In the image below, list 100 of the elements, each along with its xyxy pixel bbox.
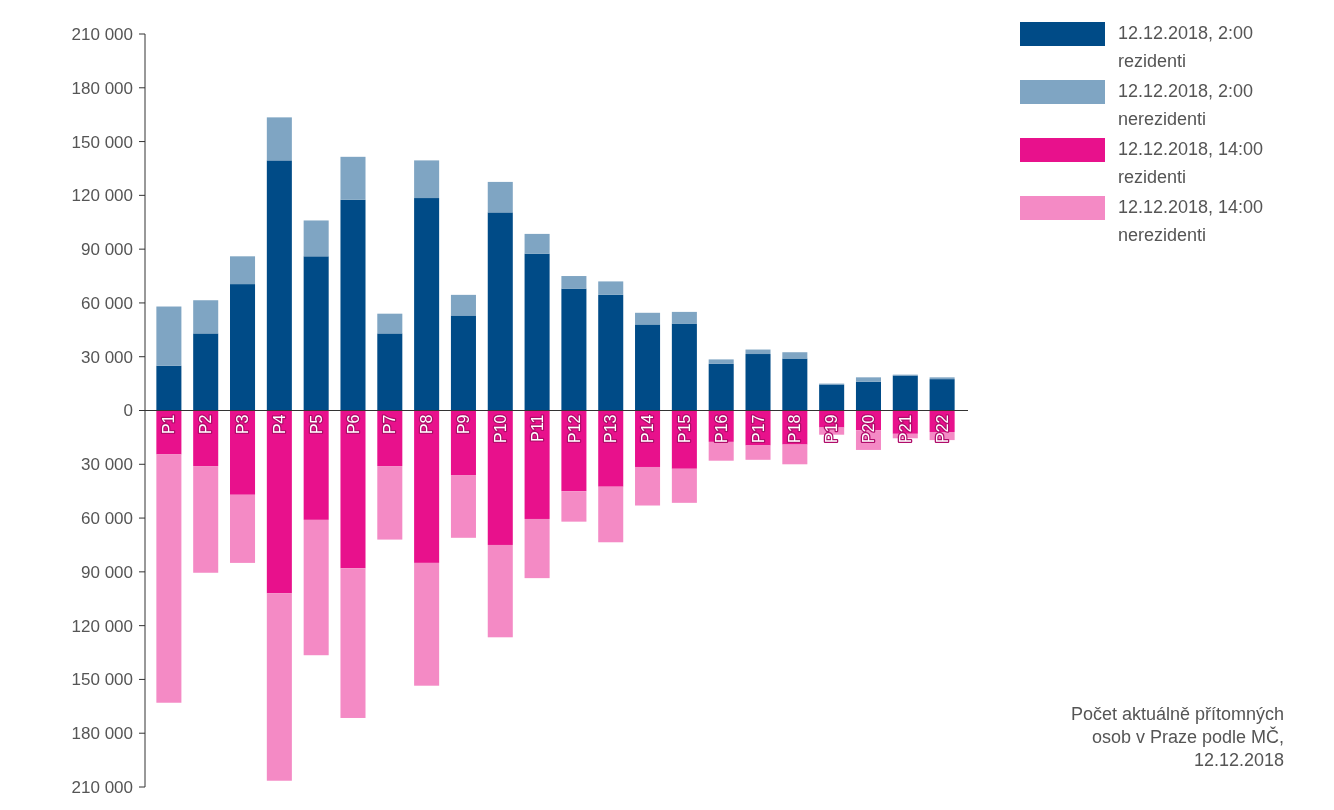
bar [266,160,292,411]
x-tick-label: P11 [528,414,546,442]
bar [377,313,403,334]
bar [303,410,329,520]
bar [230,284,256,411]
bar [303,256,329,411]
bar [819,384,845,411]
bar [635,466,661,506]
legend-label: 12.12.2018, 14:00 nerezidenti [1118,197,1264,245]
bar [671,323,697,411]
bar [745,354,771,411]
bar [855,377,881,382]
bar [414,410,440,563]
text: Počet aktuálně přítomných osob v Praze podle MČ, 12.12.2018 [1070,704,1284,770]
y-tick-label: 150 000 [71,132,133,152]
legend-label: 12.12.2018, 14:00 rezidenti [1118,139,1264,187]
bar [487,181,513,213]
bar [156,306,182,366]
bar [929,379,955,411]
x-tick-label: P20 [860,414,878,443]
x-tick-label: P16 [712,414,730,443]
y-tick-label: 0 [123,401,133,421]
y-tick-label: 60 000 [81,509,133,529]
bar [487,212,513,411]
bar [671,311,697,324]
bar [156,365,182,411]
x-tick-label: P9 [455,414,473,435]
bar [635,312,661,325]
bar [524,253,550,411]
x-tick-label: P22 [933,414,951,443]
bar [450,294,476,316]
bar [598,281,624,295]
x-tick-label: P4 [270,414,288,435]
bar [708,363,734,411]
x-tick-label: P17 [749,414,767,443]
bar [782,444,808,465]
bar [561,276,587,289]
legend-label: 12.12.2018, 2:00 nerezidenti [1118,81,1254,129]
bar [230,256,256,285]
bar [340,410,366,569]
bar [193,466,219,573]
bar [303,519,329,656]
legend-label: 12.12.2018, 2:00 rezidenti [1118,23,1254,71]
bar [892,375,918,411]
x-tick-label: P8 [418,414,436,435]
x-tick-label: P18 [786,414,804,443]
bar [266,410,292,594]
x-tick-label: P3 [234,414,252,435]
bar [450,475,476,538]
y-tick-label: 30 000 [81,347,133,367]
bar [450,315,476,411]
y-tick-label: 180 000 [71,724,133,744]
bar [598,486,624,543]
x-tick-label: P14 [639,414,657,443]
bar [230,494,256,563]
x-tick-label: P19 [823,414,841,443]
y-tick-label: 60 000 [81,293,133,313]
bar [156,454,182,703]
bar [524,233,550,254]
x-tick-label: P2 [197,414,215,435]
y-tick-label: 120 000 [71,616,133,636]
bar [414,198,440,411]
bar [414,160,440,199]
y-tick-label: 210 000 [71,777,133,797]
bar [561,288,587,411]
bar [782,358,808,411]
bar [340,199,366,411]
x-tick-label: P13 [602,414,620,443]
bar [377,333,403,411]
y-tick-label: 210 000 [71,24,133,44]
y-tick-label: 120 000 [71,186,133,206]
bar [708,441,734,461]
y-tick-label: 90 000 [81,240,133,260]
bar [487,544,513,638]
bar [745,349,771,355]
bar [598,294,624,411]
x-tick-label: P7 [381,414,399,435]
x-tick-label: P5 [307,414,325,435]
y-tick-label: 180 000 [71,78,133,98]
bar [782,352,808,359]
y-tick-label: 150 000 [71,670,133,690]
bar [266,593,292,781]
x-tick-label: P15 [675,414,693,443]
bar [524,518,550,579]
x-tick-label: P1 [160,414,178,435]
bar [561,491,587,522]
bar [266,117,292,161]
bar [303,220,329,257]
x-tick-label: P10 [491,414,509,443]
bar [340,568,366,718]
bar [671,468,697,503]
y-tick-label: 90 000 [81,562,133,582]
bar [635,324,661,411]
bar [855,381,881,411]
bar [193,333,219,411]
bar [193,300,219,334]
y-tick-label: 30 000 [81,455,133,475]
bar [377,466,403,540]
bar [414,562,440,686]
x-tick-label: P21 [896,414,914,443]
